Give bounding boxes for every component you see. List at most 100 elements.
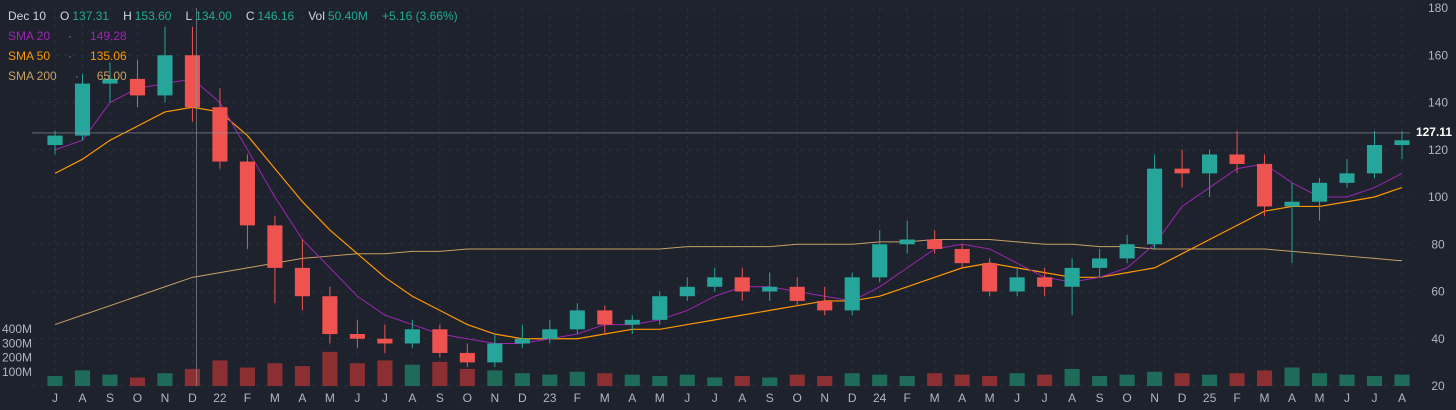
candle	[74, 74, 91, 141]
sma50-legend[interactable]: SMA 50 · 135.06	[8, 46, 458, 66]
candle-body	[789, 286, 805, 301]
y-tick-label: 140	[1428, 96, 1448, 110]
volume-bar	[157, 373, 173, 386]
candle-body	[1092, 258, 1108, 268]
candle	[349, 319, 365, 349]
volume-bar	[1119, 374, 1135, 386]
candle-body	[542, 329, 558, 339]
volume-bar	[762, 377, 778, 386]
x-tick-label: F	[244, 391, 251, 405]
candle	[514, 324, 530, 349]
volume-bar	[377, 360, 393, 386]
candle-body	[1394, 140, 1410, 146]
legend-close: C 146.16	[246, 6, 294, 26]
candle-body	[844, 277, 860, 311]
y-tick-label: 80	[1431, 237, 1445, 251]
volume-bar	[1229, 373, 1245, 386]
open-label: O	[60, 9, 70, 23]
x-tick-label: D	[848, 391, 857, 405]
candle	[762, 272, 778, 301]
candle-body	[322, 296, 338, 335]
y-tick-label: 160	[1428, 48, 1448, 62]
candle	[679, 277, 695, 301]
x-tick-label: J	[684, 391, 690, 405]
volume-bar	[322, 351, 338, 386]
volume-bar	[74, 370, 91, 386]
x-tick-label: D	[188, 391, 197, 405]
x-tick-label: J	[1042, 391, 1048, 405]
candle-body	[1037, 277, 1053, 287]
x-tick-label: S	[1096, 391, 1104, 405]
candle-body	[459, 352, 475, 363]
y-tick-label: 20	[1431, 379, 1445, 393]
ohlc-legend: Dec 10 O 137.31 H 153.60 L 134.00 C 146.16 V…	[8, 6, 458, 86]
volume-bar	[624, 374, 640, 386]
sma20-legend[interactable]: SMA 20 · 149.28	[8, 26, 458, 46]
volume-bar	[1092, 376, 1108, 386]
ohlc-row: Dec 10 O 137.31 H 153.60 L 134.00 C 146.16 V…	[8, 6, 458, 26]
candle-body	[954, 248, 970, 264]
x-tick-label: F	[574, 391, 581, 405]
candle-body	[597, 310, 613, 325]
candle-body	[872, 244, 888, 278]
x-tick-label: D	[1178, 391, 1187, 405]
sma200-value: 65.00	[96, 69, 127, 83]
volume-bar	[542, 374, 558, 386]
candle-body	[624, 319, 640, 325]
candle-body	[212, 107, 228, 162]
x-tick-label: M	[270, 391, 280, 405]
x-tick-label: M	[325, 391, 335, 405]
candle-body	[267, 225, 283, 268]
volume-bar	[652, 376, 668, 386]
x-tick-label: O	[463, 391, 472, 405]
candle-body	[377, 338, 393, 344]
volume-bar	[679, 374, 695, 386]
candle	[1202, 149, 1218, 197]
volume-bar	[1174, 373, 1190, 386]
volume-bar	[1311, 373, 1328, 386]
candle-body	[157, 55, 173, 96]
candle-body	[762, 286, 778, 292]
candle-body	[432, 329, 448, 353]
x-tick-label: A	[298, 391, 306, 405]
candle-body	[74, 83, 91, 136]
x-tick-label: D	[518, 391, 527, 405]
x-tick-label: F	[904, 391, 911, 405]
x-tick-label: J	[1372, 391, 1378, 405]
candle-body	[1229, 154, 1245, 164]
x-tick-label: J	[712, 391, 718, 405]
sma20-line	[54, 78, 1403, 344]
candle	[734, 267, 750, 301]
candle	[1119, 234, 1135, 264]
legend-open: O 137.31	[60, 6, 109, 26]
candle	[1009, 267, 1025, 297]
volume-bar	[954, 374, 970, 386]
candle-body	[1311, 182, 1328, 202]
candle	[239, 154, 255, 249]
y-tick-label: 60	[1431, 285, 1445, 299]
sma200-path	[54, 239, 1403, 326]
volume-bar	[734, 376, 750, 386]
candle	[432, 324, 448, 358]
candles	[47, 26, 1410, 368]
x-tick-label: A	[78, 391, 86, 405]
x-tick-label: 23	[543, 391, 557, 405]
candle	[899, 220, 915, 254]
candle-body	[982, 263, 998, 292]
sma200-label: SMA 200	[8, 69, 57, 83]
sma200-legend[interactable]: SMA 200 · 65.00	[8, 66, 458, 86]
y-tick-label: 100	[1428, 190, 1448, 204]
legend-high: H 153.60	[123, 6, 171, 26]
volume-bar	[1339, 374, 1355, 386]
volume-bar	[1256, 370, 1273, 386]
volume-bars	[47, 351, 1410, 386]
x-tick-label: M	[600, 391, 610, 405]
volume-bar	[267, 363, 283, 386]
volume-bar	[514, 373, 530, 386]
y-tick-label: 120	[1428, 143, 1448, 157]
x-tick-label: N	[820, 391, 829, 405]
candle-body	[487, 343, 503, 363]
volume-bar	[212, 360, 228, 386]
